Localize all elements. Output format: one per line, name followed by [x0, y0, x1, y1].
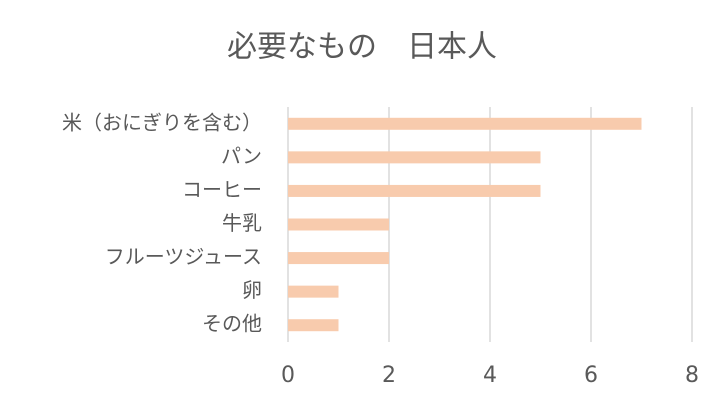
x-tick-label: 8	[685, 363, 699, 388]
y-tick-label: コーヒー	[182, 177, 262, 201]
bar	[288, 218, 389, 231]
y-tick-label: 米（おにぎりを含む）	[62, 110, 262, 134]
x-tick-label: 0	[281, 363, 295, 388]
y-tick-label: フルーツジュース	[105, 245, 262, 269]
x-tick-label: 4	[483, 363, 497, 388]
y-tick-label: 牛乳	[222, 211, 262, 235]
chart-title: 必要なもの 日本人	[227, 30, 497, 65]
bar	[288, 319, 339, 332]
y-tick-label: 卵	[242, 278, 262, 302]
bar	[288, 151, 541, 164]
y-tick-label: パン	[221, 144, 262, 168]
x-tick-label: 2	[382, 363, 396, 388]
y-tick-label: その他	[202, 312, 262, 336]
bar	[288, 252, 389, 265]
bar	[288, 184, 541, 197]
bar	[288, 285, 339, 298]
x-tick-label: 6	[584, 363, 598, 388]
bar	[288, 117, 642, 130]
